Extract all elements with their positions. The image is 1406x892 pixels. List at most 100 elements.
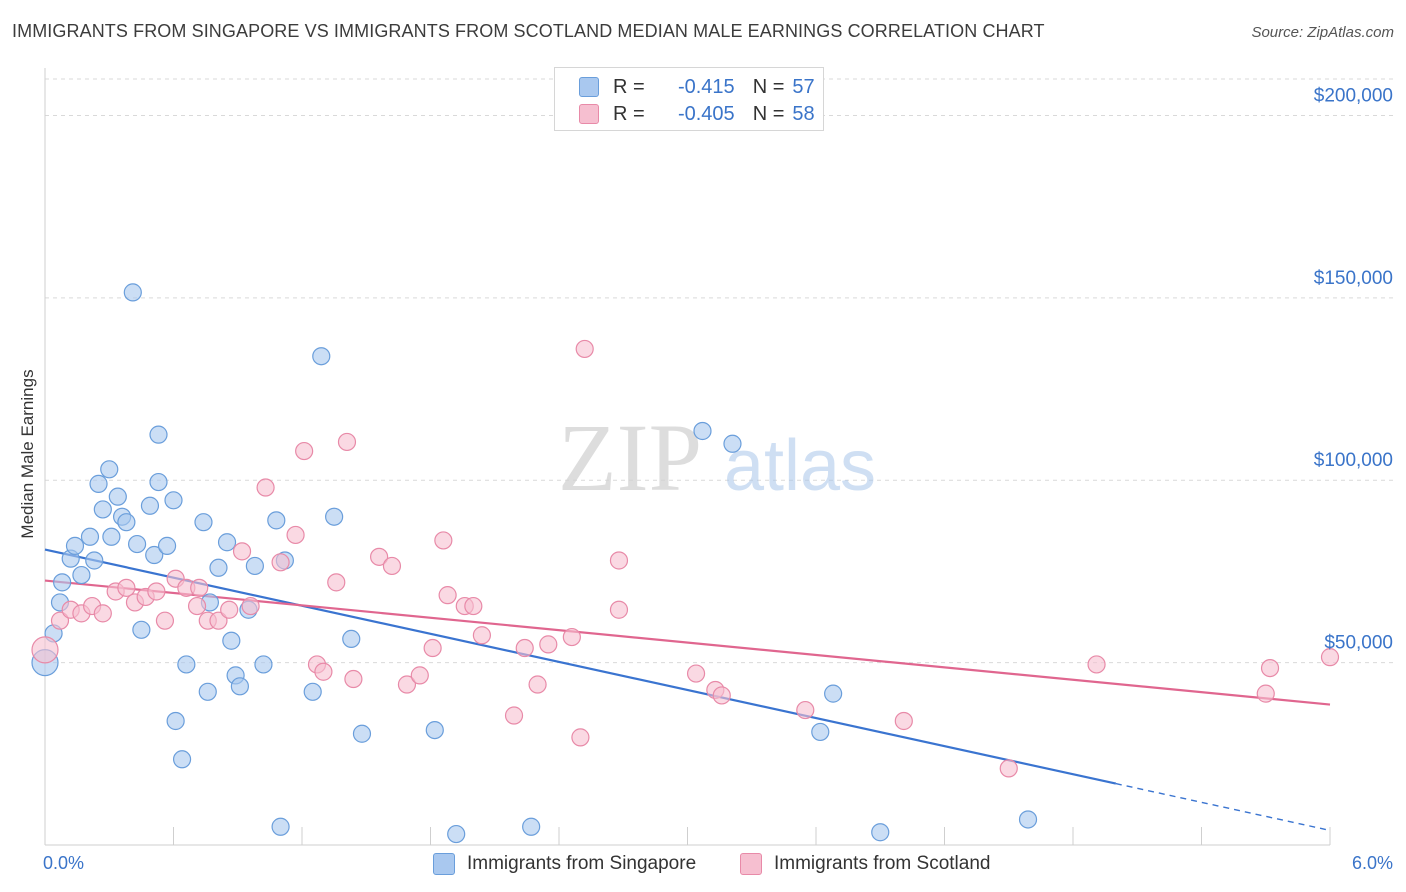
point-singapore [157, 536, 177, 555]
point-singapore [230, 677, 249, 696]
point-singapore [102, 527, 121, 546]
point-scotland [504, 706, 524, 725]
point-singapore [871, 823, 890, 842]
grid-lines [45, 78, 1395, 664]
trend-lines [44, 548, 1331, 832]
bottom-legend-swatch-scotland [740, 853, 762, 875]
point-scotland [241, 596, 260, 616]
point-scotland [999, 759, 1018, 778]
source-credit: Source: ZipAtlas.com [1251, 24, 1394, 41]
point-singapore [217, 533, 237, 552]
point-scotland [894, 711, 913, 731]
trend-line-singapore-extrapolated [1115, 782, 1331, 832]
y-tick-label: $150,000 [1314, 268, 1393, 289]
legend-n-value: 58 [792, 102, 815, 125]
point-singapore [425, 720, 444, 740]
point-scotland [50, 611, 70, 630]
chart-title: IMMIGRANTS FROM SINGAPORE VS IMMIGRANTS … [12, 21, 1045, 41]
point-singapore [145, 545, 164, 565]
point-scotland [575, 339, 594, 359]
point-singapore [325, 507, 344, 526]
y-axis-label: Median Male Earnings [18, 369, 37, 538]
point-scotland [562, 627, 581, 647]
point-singapore [522, 817, 541, 836]
point-scotland [286, 525, 305, 545]
bottom-legend-scotland: Immigrants from Scotland [740, 850, 990, 878]
legend-r-value: -0.405 [677, 102, 735, 125]
y-tick-label: $200,000 [1314, 85, 1393, 106]
point-scotland [220, 600, 239, 619]
point-singapore [352, 724, 372, 743]
point-scotland [190, 578, 209, 597]
point-scotland [117, 578, 136, 597]
point-scotland [609, 600, 629, 619]
point-scotland [438, 586, 457, 605]
point-singapore [117, 513, 136, 532]
bottom-legend-label-singapore: Immigrants from Singapore [467, 853, 697, 874]
x-tick-label-min: 0.0% [43, 853, 84, 873]
correlation-legend: R = -0.415 N = 57 R = -0.405 N = 58 [554, 67, 824, 131]
point-singapore [342, 629, 361, 649]
point-scotland [464, 596, 483, 616]
point-scotland [539, 635, 558, 654]
point-singapore [164, 491, 183, 510]
point-singapore [811, 722, 830, 742]
x-tick-label-max: 6.0% [1352, 853, 1393, 873]
point-scotland [1260, 658, 1280, 678]
point-singapore [303, 682, 322, 701]
point-singapore [100, 460, 119, 479]
watermark: ZIP atlas [558, 404, 876, 511]
point-scotland [314, 662, 333, 681]
point-singapore [53, 573, 72, 592]
point-singapore [267, 511, 286, 530]
point-scotland [1087, 655, 1106, 674]
point-scotland [712, 686, 731, 705]
point-scotland [337, 432, 357, 452]
point-singapore [89, 474, 108, 493]
point-scotland [327, 573, 346, 592]
point-scotland [1256, 684, 1275, 703]
point-scotland [31, 636, 59, 664]
legend-row-scotland: R = -0.405 N = 58 [579, 101, 815, 127]
bottom-legend-label-scotland: Immigrants from Scotland [774, 853, 991, 874]
legend-row-singapore: R = -0.415 N = 57 [579, 74, 815, 100]
point-singapore [65, 536, 85, 555]
axes [44, 68, 1331, 846]
point-scotland [686, 664, 706, 683]
bottom-legend-singapore: Immigrants from Singapore [433, 850, 696, 878]
point-scotland [187, 596, 207, 616]
legend-r-label: R = [613, 102, 645, 125]
point-singapore [140, 496, 160, 515]
point-singapore [824, 684, 843, 703]
point-singapore [149, 472, 168, 492]
point-scotland [410, 666, 429, 685]
legend-r-value: -0.415 [677, 75, 735, 98]
point-scotland [93, 604, 112, 623]
legend-n-label: N = [752, 102, 785, 125]
point-singapore [85, 551, 104, 570]
point-scotland [571, 728, 590, 747]
point-scotland [528, 675, 547, 694]
point-scotland [271, 553, 290, 572]
y-tick-label: $100,000 [1314, 450, 1393, 471]
point-scotland [434, 531, 453, 550]
point-scotland [1320, 648, 1340, 667]
point-scotland [295, 441, 314, 461]
point-singapore [72, 565, 91, 585]
point-scotland [344, 669, 363, 689]
point-singapore [245, 556, 264, 576]
point-scotland [472, 626, 491, 645]
point-singapore [222, 631, 241, 650]
point-singapore [198, 682, 217, 701]
point-singapore [209, 558, 228, 577]
point-scotland [796, 700, 815, 720]
legend-n-value: 57 [792, 75, 815, 98]
bottom-legend-swatch-singapore [433, 853, 455, 875]
point-scotland [155, 611, 175, 630]
point-singapore [447, 824, 466, 844]
watermark-atlas: atlas [724, 426, 876, 506]
point-singapore [312, 347, 331, 366]
point-scotland [147, 582, 166, 601]
point-singapore [149, 425, 168, 444]
